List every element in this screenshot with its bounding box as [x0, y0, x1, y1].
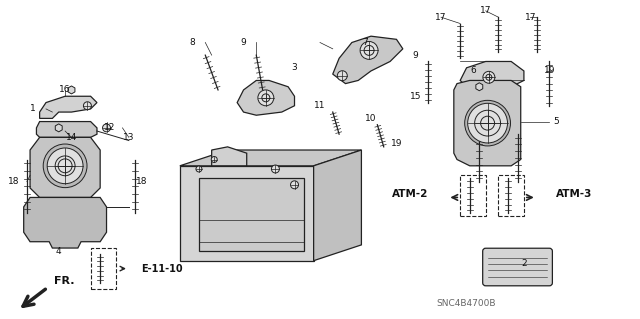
Text: 6: 6 — [470, 66, 476, 76]
Text: 5: 5 — [553, 117, 559, 126]
Text: 17: 17 — [525, 13, 536, 22]
Circle shape — [483, 71, 495, 83]
Polygon shape — [454, 80, 521, 166]
Text: 18: 18 — [136, 177, 147, 186]
Polygon shape — [237, 80, 294, 115]
Text: 17: 17 — [435, 13, 447, 22]
Polygon shape — [476, 83, 483, 91]
Polygon shape — [212, 147, 246, 166]
Text: 17: 17 — [480, 6, 492, 15]
Bar — [499, 175, 524, 216]
Circle shape — [271, 165, 280, 173]
Circle shape — [211, 157, 217, 162]
Circle shape — [83, 102, 92, 110]
Text: 19: 19 — [390, 139, 402, 148]
Polygon shape — [24, 197, 106, 248]
Circle shape — [47, 148, 83, 184]
Circle shape — [337, 71, 348, 81]
Circle shape — [258, 90, 274, 106]
Text: 16: 16 — [60, 85, 71, 94]
Polygon shape — [314, 150, 362, 261]
Text: 12: 12 — [104, 123, 115, 132]
Polygon shape — [460, 62, 524, 90]
Polygon shape — [180, 150, 362, 166]
Polygon shape — [68, 86, 75, 94]
Circle shape — [486, 74, 492, 80]
Text: 10: 10 — [365, 114, 377, 123]
Text: 19: 19 — [543, 66, 555, 76]
Circle shape — [58, 159, 72, 173]
Text: SNC4B4700B: SNC4B4700B — [437, 299, 496, 308]
Text: 8: 8 — [189, 38, 195, 47]
Circle shape — [262, 94, 270, 102]
Circle shape — [291, 181, 298, 189]
Text: 2: 2 — [521, 259, 527, 268]
Text: E-11-10: E-11-10 — [141, 263, 183, 274]
Text: ATM-2: ATM-2 — [392, 189, 428, 199]
Text: ATM-3: ATM-3 — [556, 189, 592, 199]
Polygon shape — [180, 166, 314, 261]
Text: FR.: FR. — [54, 276, 74, 286]
Text: 9: 9 — [413, 51, 419, 60]
Text: 3: 3 — [292, 63, 298, 72]
Circle shape — [50, 151, 80, 181]
Circle shape — [472, 107, 504, 139]
FancyBboxPatch shape — [483, 248, 552, 286]
Circle shape — [360, 41, 378, 59]
Circle shape — [481, 116, 495, 130]
Text: 9: 9 — [241, 38, 246, 47]
Bar — [91, 248, 116, 289]
Circle shape — [44, 144, 87, 188]
Polygon shape — [36, 122, 97, 137]
Polygon shape — [333, 36, 403, 84]
Circle shape — [465, 100, 511, 146]
Circle shape — [475, 110, 500, 136]
Text: 15: 15 — [410, 92, 421, 101]
Text: 13: 13 — [123, 133, 134, 142]
Polygon shape — [30, 137, 100, 197]
Polygon shape — [199, 178, 304, 251]
Bar — [460, 175, 486, 216]
Circle shape — [55, 156, 75, 176]
Text: 4: 4 — [56, 247, 61, 256]
Circle shape — [364, 45, 374, 56]
Text: 18: 18 — [8, 177, 20, 186]
Text: 14: 14 — [66, 133, 77, 142]
Polygon shape — [55, 124, 62, 132]
Circle shape — [102, 124, 111, 132]
Circle shape — [468, 103, 508, 143]
Text: 11: 11 — [314, 101, 326, 110]
Text: 7: 7 — [362, 38, 367, 47]
Circle shape — [196, 166, 202, 172]
Text: 1: 1 — [30, 104, 36, 113]
Polygon shape — [40, 96, 97, 118]
